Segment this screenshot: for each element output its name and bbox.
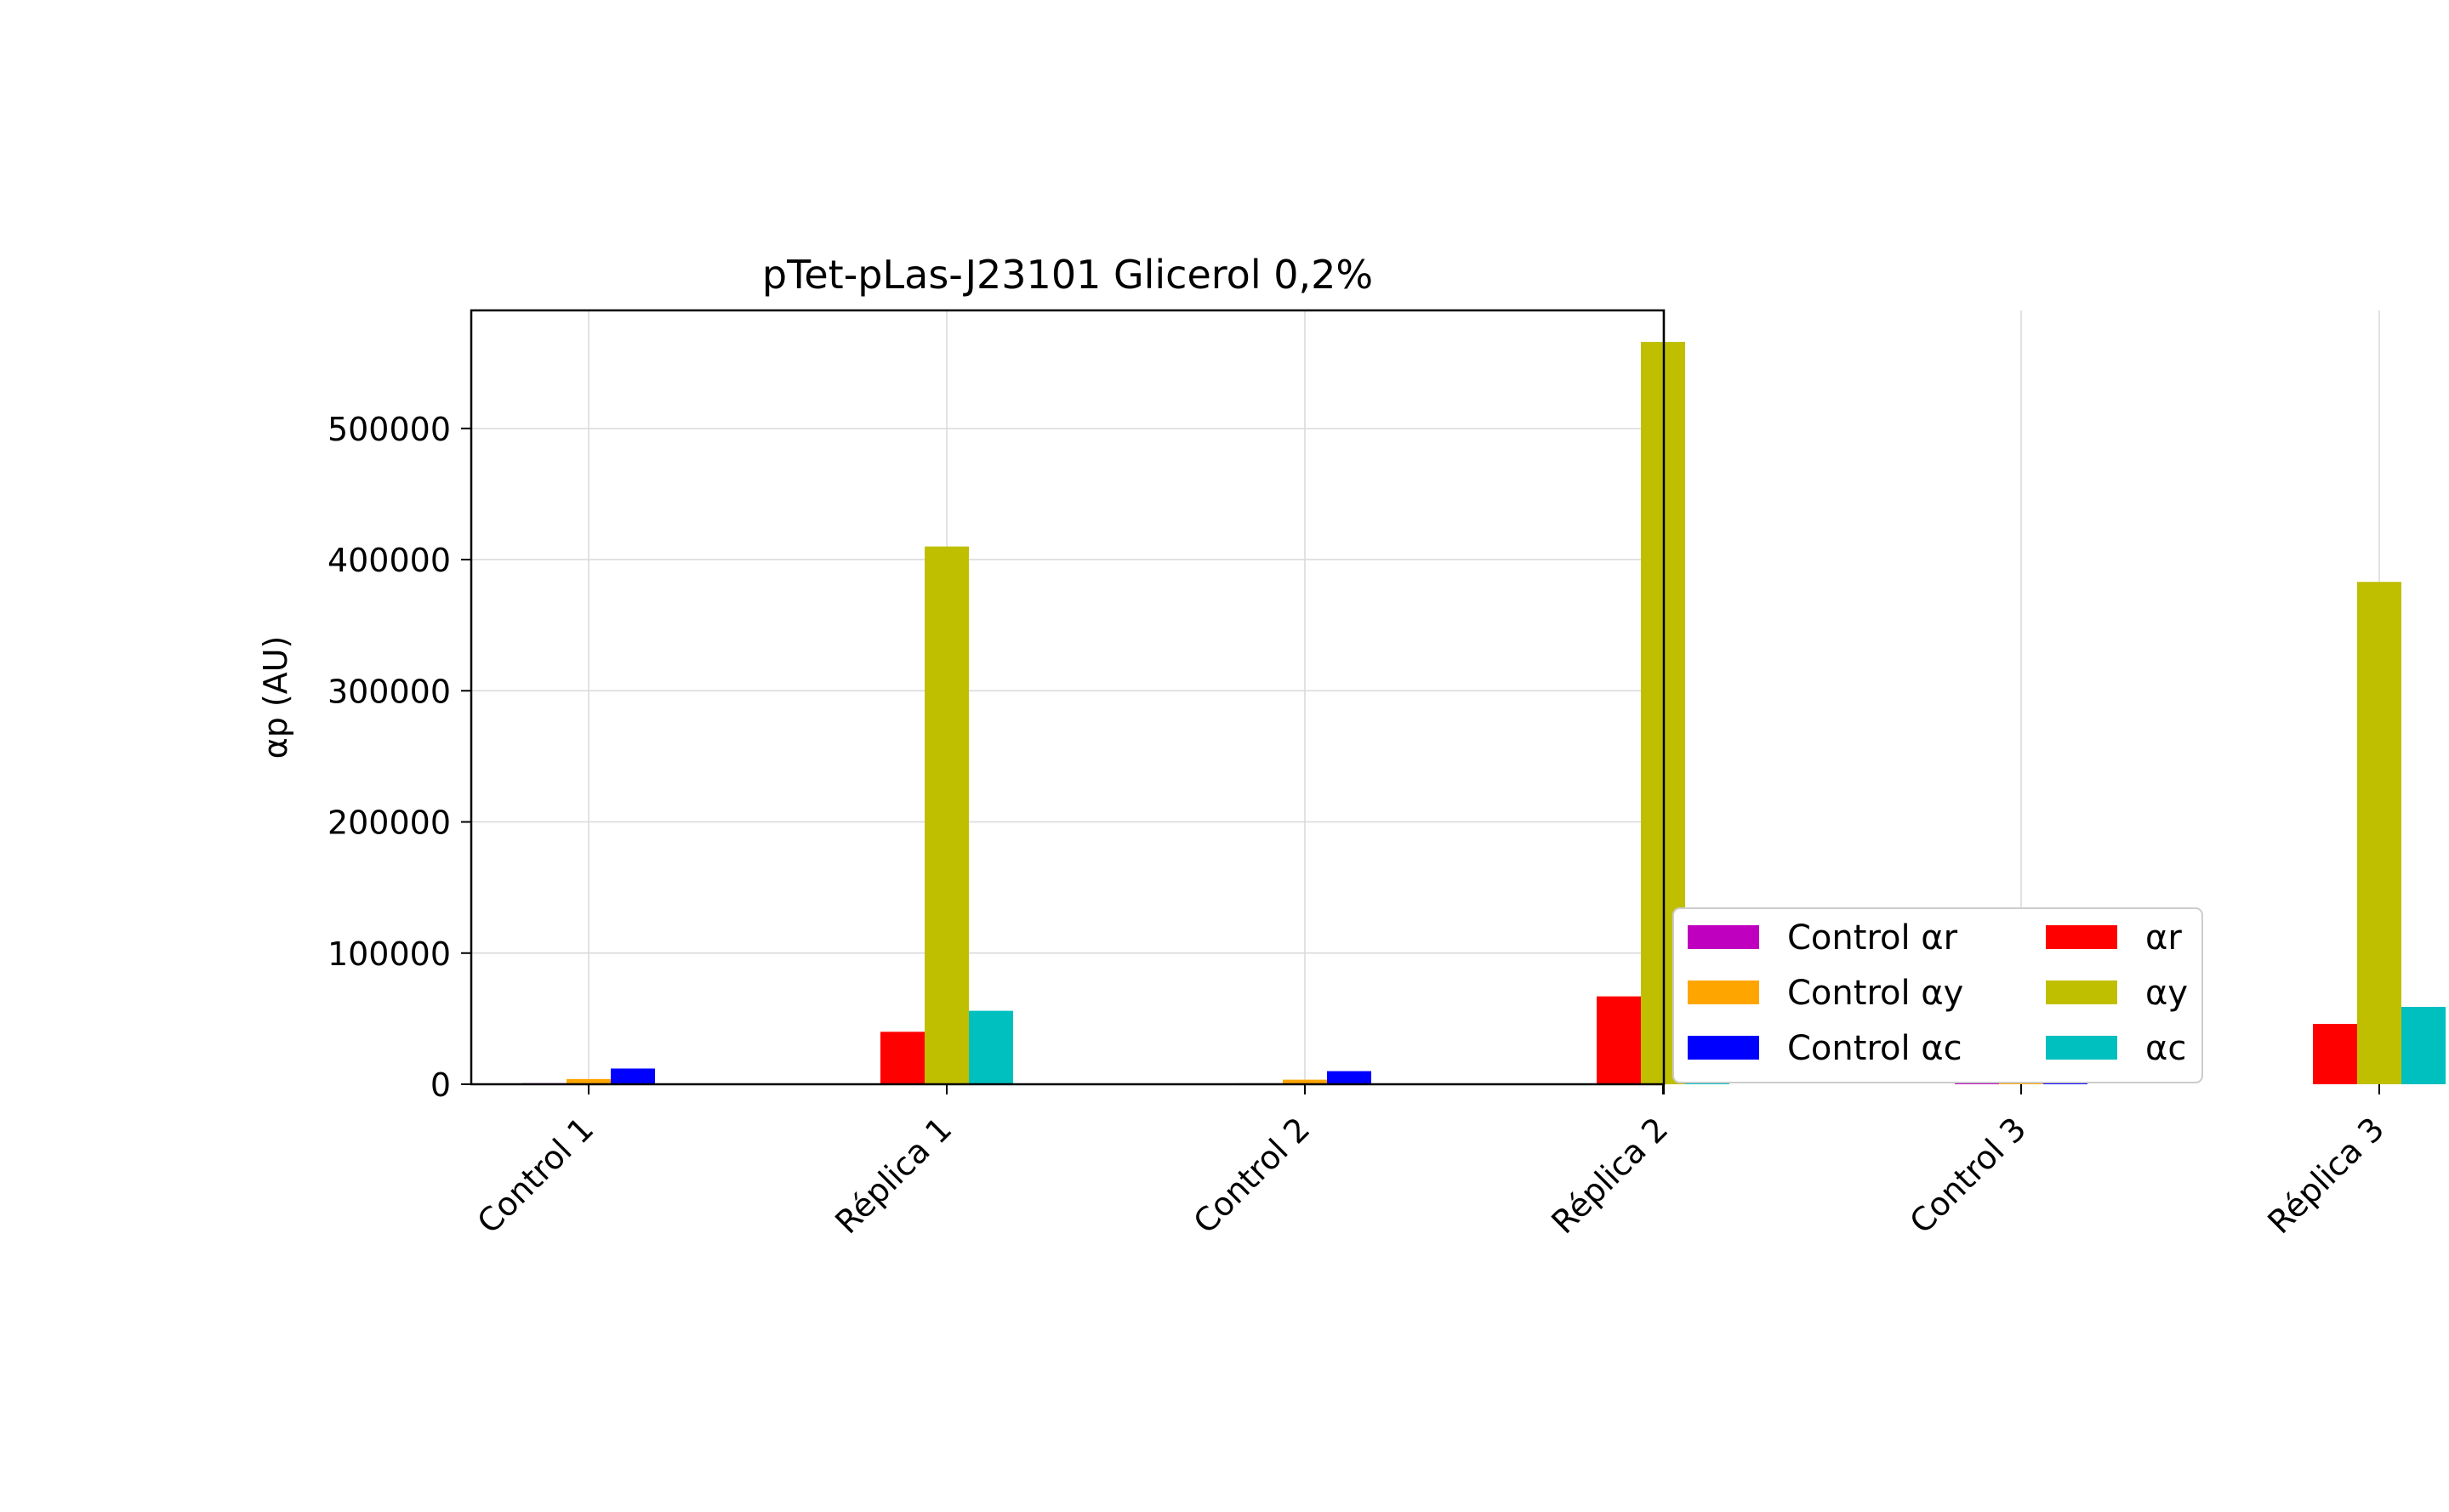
bar: [1597, 996, 1641, 1084]
bar: [2313, 1024, 2357, 1084]
legend-swatch: [1688, 981, 1759, 1004]
plot-frame: [470, 309, 1666, 1086]
bar: [2357, 582, 2401, 1084]
bar: [969, 1010, 1013, 1084]
legend-label: αy: [2145, 974, 2188, 1013]
y-tick-label: 500000: [327, 411, 451, 448]
bar: [2401, 1007, 2446, 1084]
legend: Control αr Control αy Control αc αr αy αc: [1672, 907, 2203, 1083]
chart-title: pTet-pLas-J23101 Glicerol 0,2%: [762, 252, 1373, 298]
y-tick-label: 200000: [327, 804, 451, 842]
y-axis-label: αp (AU): [257, 636, 294, 759]
legend-swatch: [1688, 1036, 1759, 1060]
legend-swatch: [2046, 925, 2117, 949]
bar: [880, 1032, 925, 1084]
y-tick-label: 400000: [327, 542, 451, 579]
legend-label: Control αr: [1787, 918, 1958, 958]
legend-label: αr: [2145, 918, 2182, 958]
bar: [1283, 1079, 1327, 1084]
legend-label: Control αy: [1787, 974, 1963, 1013]
y-tick-label: 100000: [327, 935, 451, 973]
bar: [611, 1068, 655, 1084]
legend-swatch: [2046, 981, 2117, 1004]
bar: [925, 546, 969, 1084]
legend-label: αc: [2145, 1029, 2186, 1068]
legend-swatch: [2046, 1036, 2117, 1060]
y-tick-label: 300000: [327, 673, 451, 710]
y-tick-label: 0: [430, 1066, 451, 1104]
bar: [567, 1078, 611, 1084]
legend-swatch: [1688, 925, 1759, 949]
legend-label: Control αc: [1787, 1029, 1962, 1068]
bar: [1327, 1071, 1371, 1084]
bar: [1955, 1083, 1999, 1084]
y-axis-ticks: 0 100000 200000 300000 400000 500000: [327, 411, 471, 1104]
